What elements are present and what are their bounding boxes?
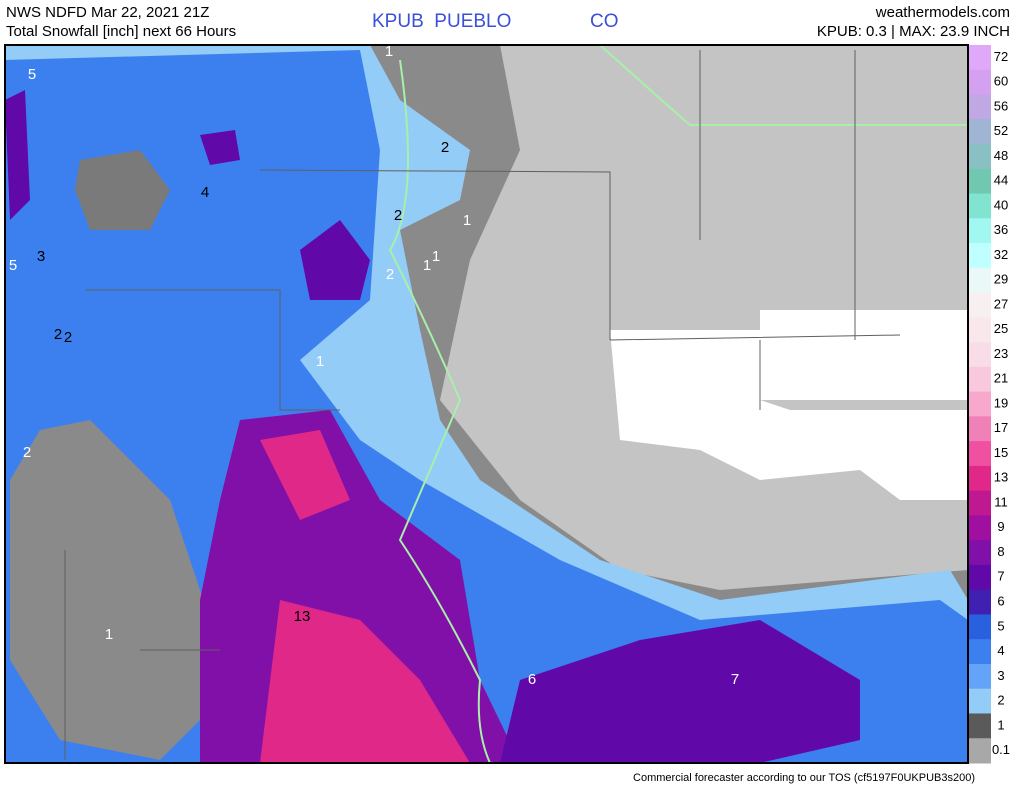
legend-swatch (969, 94, 991, 120)
legend-swatch (969, 292, 991, 318)
legend-label: 15 (994, 445, 1008, 460)
legend-swatch (969, 416, 991, 442)
map-label: 1 (316, 353, 324, 370)
map-label: 2 (441, 139, 449, 156)
legend-label: 32 (994, 247, 1008, 262)
legend-label: 3 (997, 668, 1004, 683)
legend-swatch (969, 688, 991, 714)
legend-label: 56 (994, 98, 1008, 113)
summary: KPUB: 0.3 | MAX: 23.9 INCH (817, 23, 1010, 40)
legend-swatch (969, 144, 991, 170)
legend-swatch (969, 69, 991, 96)
legend-label: 27 (994, 296, 1008, 311)
legend-swatch (969, 465, 991, 492)
legend-swatch (969, 614, 991, 640)
legend-label: 11 (994, 494, 1008, 509)
legend-label: 9 (997, 519, 1004, 534)
map-label: 4 (201, 184, 209, 201)
legend-swatch (969, 515, 991, 541)
legend-label: 44 (994, 173, 1008, 188)
legend-label: 4 (997, 643, 1004, 658)
legend-label: 7 (997, 569, 1004, 584)
legend-label: 0.1 (992, 742, 1010, 757)
source: NWS NDFD Mar 22, 2021 21Z (6, 4, 209, 21)
legend-swatch (969, 738, 991, 764)
legend-swatch (969, 639, 991, 665)
product: Total Snowfall [inch] next 66 Hours (6, 23, 236, 40)
legend-label: 2 (997, 693, 1004, 708)
legend-swatch (969, 193, 991, 219)
map-label: 2 (23, 444, 31, 461)
legend-label: 23 (994, 346, 1008, 361)
legend-label: 72 (994, 49, 1008, 64)
legend-label: 1 (997, 717, 1004, 732)
legend-label: 8 (997, 544, 1004, 559)
map-label: 2 (54, 326, 62, 343)
map-label: 13 (294, 608, 311, 625)
legend-label: 36 (994, 222, 1008, 237)
map-label: 1 (385, 43, 393, 60)
legend-swatch (969, 168, 991, 195)
map (4, 44, 969, 764)
legend-swatch (969, 564, 991, 591)
legend-swatch (969, 267, 991, 294)
legend-swatch (969, 663, 991, 690)
legend-label: 29 (994, 272, 1008, 287)
map-label: 6 (528, 671, 536, 688)
map-label: 2 (64, 329, 72, 346)
legend-swatch (969, 589, 991, 615)
legend-label: 60 (994, 74, 1008, 89)
legend-swatch (969, 540, 991, 566)
legend-label: 17 (994, 420, 1008, 435)
legend-swatch (969, 391, 991, 417)
legend-swatch (969, 218, 991, 244)
map-label: 1 (423, 257, 431, 274)
map-label: 1 (463, 212, 471, 229)
legend-label: 48 (994, 148, 1008, 163)
legend-swatch (969, 366, 991, 393)
legend-swatch (969, 441, 991, 467)
site: weathermodels.com (875, 4, 1010, 21)
legend-swatch (969, 317, 991, 343)
station: KPUB PUEBLO (372, 11, 511, 32)
map-label: 3 (37, 248, 45, 265)
map-label: 1 (432, 248, 440, 265)
legend-swatch (969, 119, 991, 145)
state: CO (590, 11, 619, 32)
map-label: 2 (394, 207, 402, 224)
legend-swatch (969, 342, 991, 368)
legend-swatch (969, 45, 991, 71)
color-legend: 7260565248444036322927252321191715131198… (969, 45, 1010, 764)
legend-label: 6 (997, 594, 1004, 609)
legend-swatch (969, 490, 991, 516)
legend-swatch (969, 243, 991, 269)
map-label: 5 (28, 66, 36, 83)
legend-label: 40 (994, 197, 1008, 212)
map-label: 1 (105, 626, 113, 643)
legend-label: 13 (994, 470, 1008, 485)
legend-label: 21 (994, 371, 1008, 386)
legend-swatch (969, 713, 991, 739)
legend-label: 25 (994, 321, 1008, 336)
legend-label: 19 (994, 395, 1008, 410)
map-label: 5 (9, 257, 17, 274)
legend-label: 52 (994, 123, 1008, 138)
map-label: 2 (386, 266, 394, 283)
footer: Commercial forecaster according to our T… (633, 772, 975, 784)
legend-label: 5 (997, 618, 1004, 633)
map-label: 7 (731, 671, 739, 688)
